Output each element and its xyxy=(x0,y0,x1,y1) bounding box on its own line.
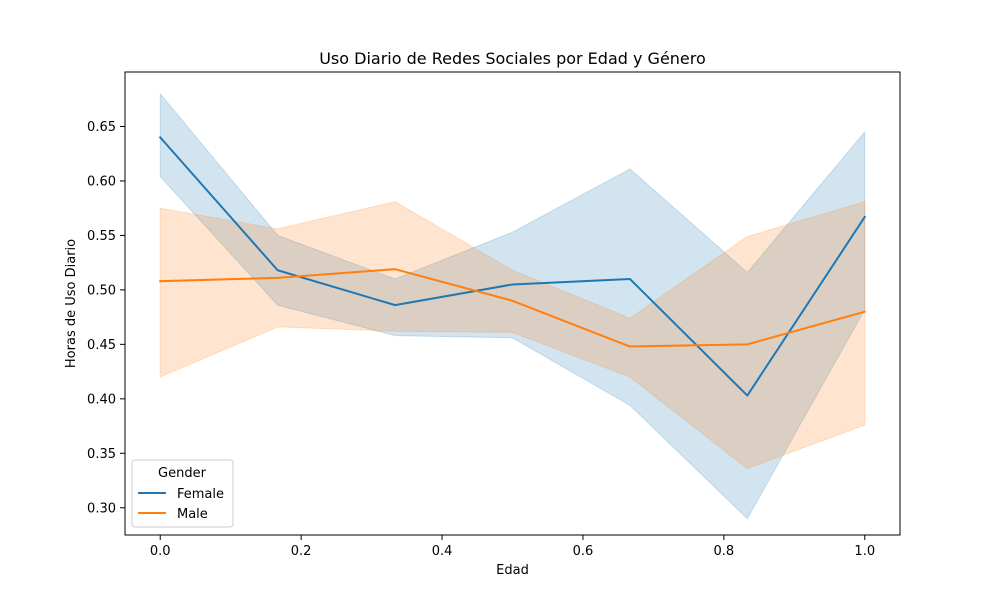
x-tick-label: 0.0 xyxy=(150,544,171,559)
series-line-female xyxy=(158,135,867,397)
x-tick-label: 0.8 xyxy=(714,544,735,559)
x-axis-ticks: 0.0 0.2 0.4 0.6 0.8 1.0 xyxy=(150,535,875,559)
chart-title: Uso Diario de Redes Sociales por Edad y … xyxy=(319,49,706,68)
series-line-male xyxy=(159,268,867,348)
legend-label-female: Female xyxy=(177,487,224,502)
y-tick-label: 0.55 xyxy=(87,229,116,244)
y-tick-label: 0.65 xyxy=(87,120,116,135)
ci-band-female xyxy=(159,92,866,520)
series-lines xyxy=(158,135,867,397)
x-tick-label: 0.6 xyxy=(573,544,594,559)
x-tick-label: 1.0 xyxy=(854,544,875,559)
ci-band-male xyxy=(159,200,866,470)
y-axis-label: Horas de Uso Diario xyxy=(64,239,79,368)
x-axis-label: Edad xyxy=(496,563,529,578)
x-tick-label: 0.4 xyxy=(432,544,453,559)
legend-title: Gender xyxy=(158,466,207,481)
plot-frame xyxy=(124,71,901,536)
y-tick-label: 0.45 xyxy=(87,338,116,353)
legend: Gender Female Male xyxy=(131,459,234,528)
confidence-bands xyxy=(159,92,866,520)
y-axis-ticks: 0.30 0.35 0.40 0.45 0.50 0.55 0.60 0.65 xyxy=(87,120,125,516)
legend-label-male: Male xyxy=(177,507,208,522)
y-tick-label: 0.60 xyxy=(87,174,116,189)
x-tick-label: 0.2 xyxy=(291,544,312,559)
y-tick-label: 0.35 xyxy=(87,447,116,462)
y-tick-label: 0.30 xyxy=(87,501,116,516)
legend-box xyxy=(131,459,234,528)
y-tick-label: 0.40 xyxy=(87,392,116,407)
y-tick-label: 0.50 xyxy=(87,283,116,298)
